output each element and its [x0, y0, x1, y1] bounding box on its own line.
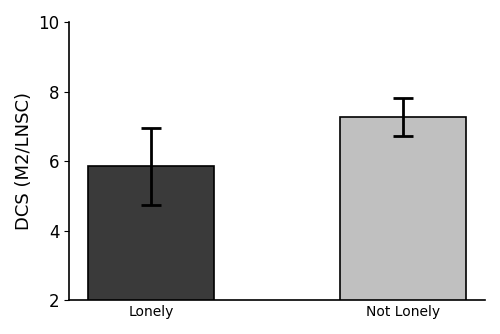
Bar — [340, 117, 466, 334]
Y-axis label: DCS (M2/LNSC): DCS (M2/LNSC) — [15, 92, 33, 230]
Bar — [88, 166, 214, 334]
